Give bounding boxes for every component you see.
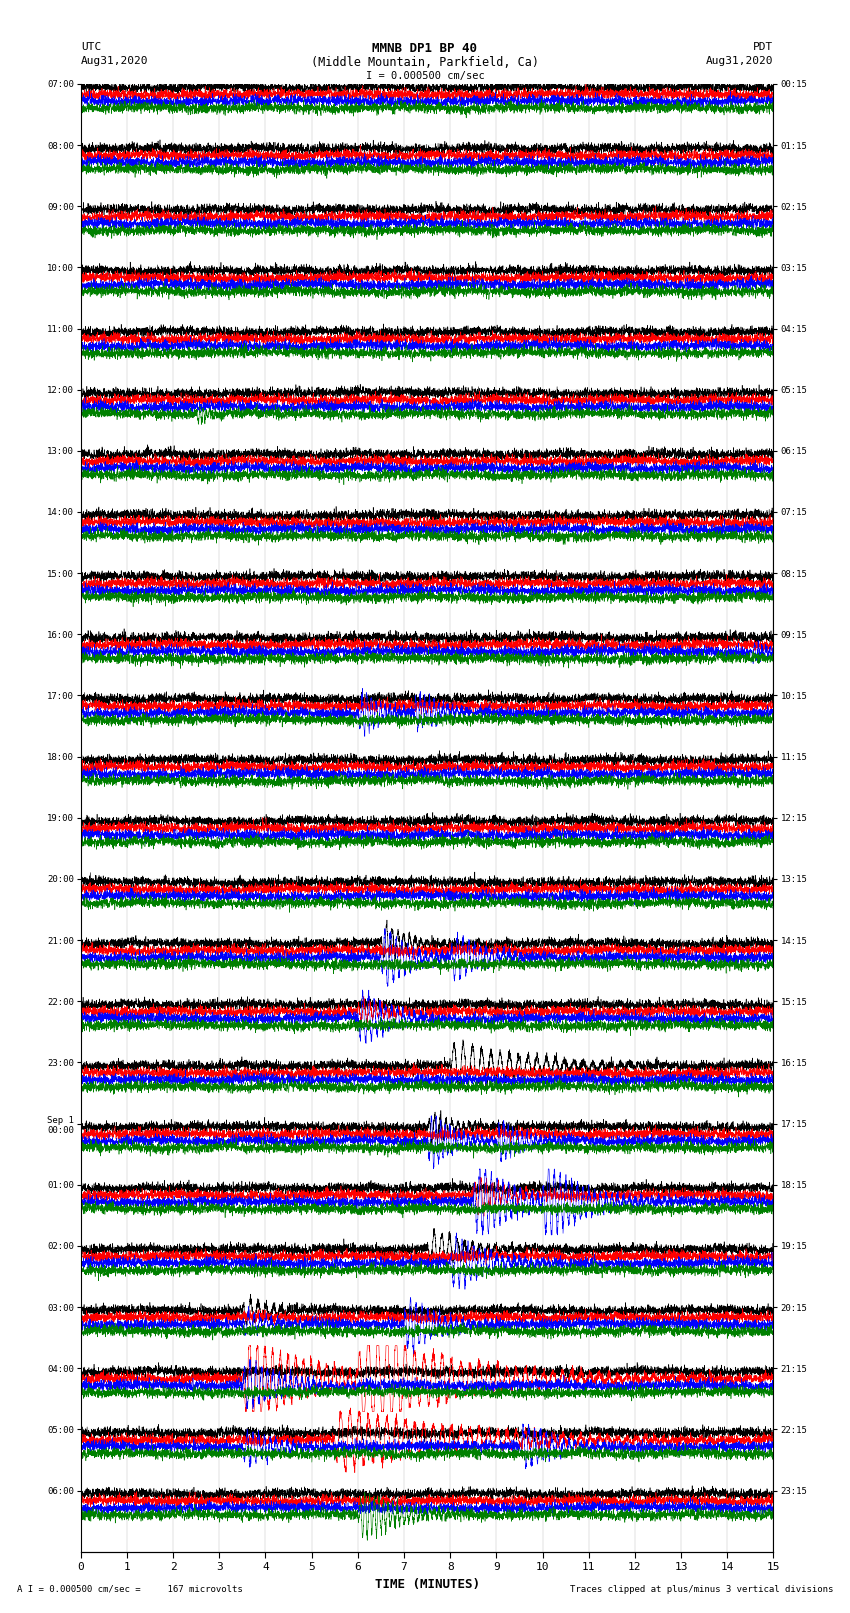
Text: PDT: PDT [753, 42, 774, 52]
Text: (Middle Mountain, Parkfield, Ca): (Middle Mountain, Parkfield, Ca) [311, 56, 539, 69]
Text: UTC: UTC [81, 42, 101, 52]
Text: I = 0.000500 cm/sec: I = 0.000500 cm/sec [366, 71, 484, 81]
Text: Aug31,2020: Aug31,2020 [706, 56, 774, 66]
Text: Traces clipped at plus/minus 3 vertical divisions: Traces clipped at plus/minus 3 vertical … [570, 1584, 833, 1594]
X-axis label: TIME (MINUTES): TIME (MINUTES) [375, 1578, 479, 1590]
Text: MMNB DP1 BP 40: MMNB DP1 BP 40 [372, 42, 478, 55]
Text: Aug31,2020: Aug31,2020 [81, 56, 148, 66]
Text: A I = 0.000500 cm/sec =     167 microvolts: A I = 0.000500 cm/sec = 167 microvolts [17, 1584, 243, 1594]
